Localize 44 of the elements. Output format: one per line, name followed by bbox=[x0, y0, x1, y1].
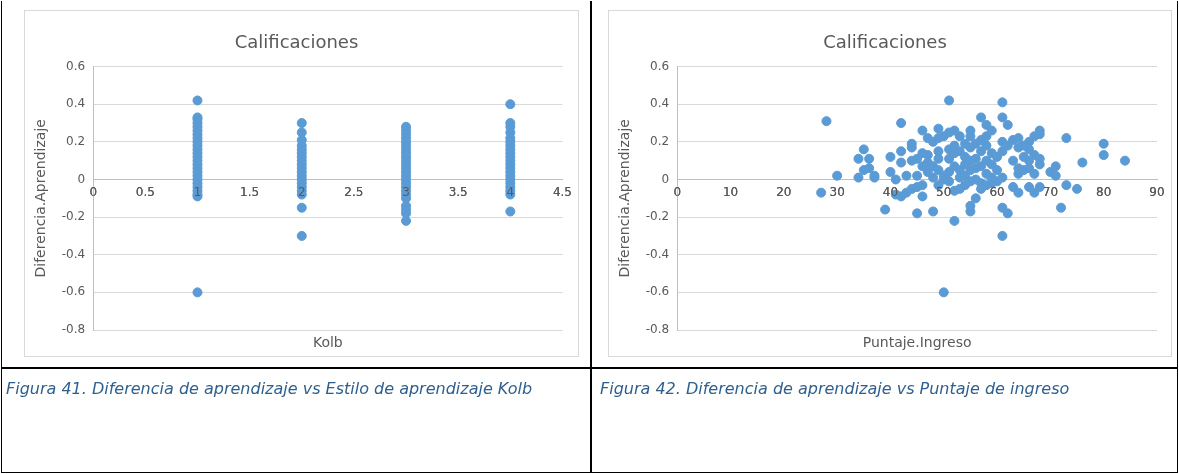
y-axis-title: Diferencia.Aprendizaje bbox=[616, 119, 633, 278]
y-tick-label: 0.6 bbox=[66, 58, 86, 73]
x-tick-label: 70 bbox=[1042, 184, 1059, 199]
text: Figura 42. Diferencia de aprendizaje vs Puntaje de ingreso bbox=[600, 378, 1071, 400]
y-tick-label: 0 bbox=[77, 171, 86, 186]
y-tick-label: 0.2 bbox=[66, 133, 86, 148]
x-tick-label: 90 bbox=[1149, 184, 1165, 199]
y-axis-title: Diferencia.Aprendizaje bbox=[32, 119, 49, 278]
x-tick-label: 0 bbox=[89, 184, 98, 199]
y-tick-label: 0 bbox=[661, 171, 670, 186]
x-tick-label: 3.5 bbox=[448, 184, 468, 199]
x-tick-label: 1 bbox=[193, 184, 202, 199]
y-tick-label: -0.4 bbox=[61, 246, 86, 261]
x-tick-label: 50 bbox=[936, 184, 952, 199]
chart-title: Calificaciones bbox=[823, 31, 947, 53]
x-tick-label: 80 bbox=[1096, 184, 1112, 199]
y-tick-label: 0.4 bbox=[66, 96, 86, 111]
y-tick-label: 0.4 bbox=[650, 96, 670, 111]
x-tick-label: 2 bbox=[297, 184, 306, 199]
y-tick-label: -0.4 bbox=[645, 246, 670, 261]
y-tick-label: -0.6 bbox=[61, 284, 86, 299]
x-tick-label: 0.5 bbox=[135, 184, 155, 199]
text: Figura 41. Diferencia de aprendizaje vs Estilo de aprendizaje Kolb bbox=[6, 378, 534, 400]
x-axis-title: Puntaje.Ingreso bbox=[862, 333, 972, 350]
y-tick-label: -0.8 bbox=[61, 322, 86, 337]
y-tick-label: 0.6 bbox=[650, 58, 670, 73]
chart-title: Calificaciones bbox=[234, 31, 359, 53]
y-tick-label: -0.2 bbox=[645, 209, 670, 224]
y-tick-label: 0.2 bbox=[650, 133, 670, 148]
x-tick-label: 0 bbox=[673, 184, 682, 199]
x-tick-label: 3 bbox=[402, 184, 410, 199]
x-tick-label: 20 bbox=[776, 184, 792, 199]
x-tick-label: 4 bbox=[506, 184, 515, 199]
x-tick-label: 10 bbox=[722, 184, 739, 199]
x-tick-label: 4.5 bbox=[552, 184, 572, 199]
y-tick-label: -0.8 bbox=[645, 322, 670, 337]
y-tick-label: -0.2 bbox=[61, 209, 86, 224]
x-tick-label: 30 bbox=[829, 184, 845, 199]
x-tick-label: 60 bbox=[989, 184, 1005, 199]
y-tick-label: -0.6 bbox=[645, 284, 670, 299]
x-tick-label: 2.5 bbox=[344, 184, 364, 199]
x-tick-label: 1.5 bbox=[240, 184, 260, 199]
x-tick-label: 40 bbox=[882, 184, 899, 199]
x-axis-title: Kolb bbox=[312, 333, 343, 350]
